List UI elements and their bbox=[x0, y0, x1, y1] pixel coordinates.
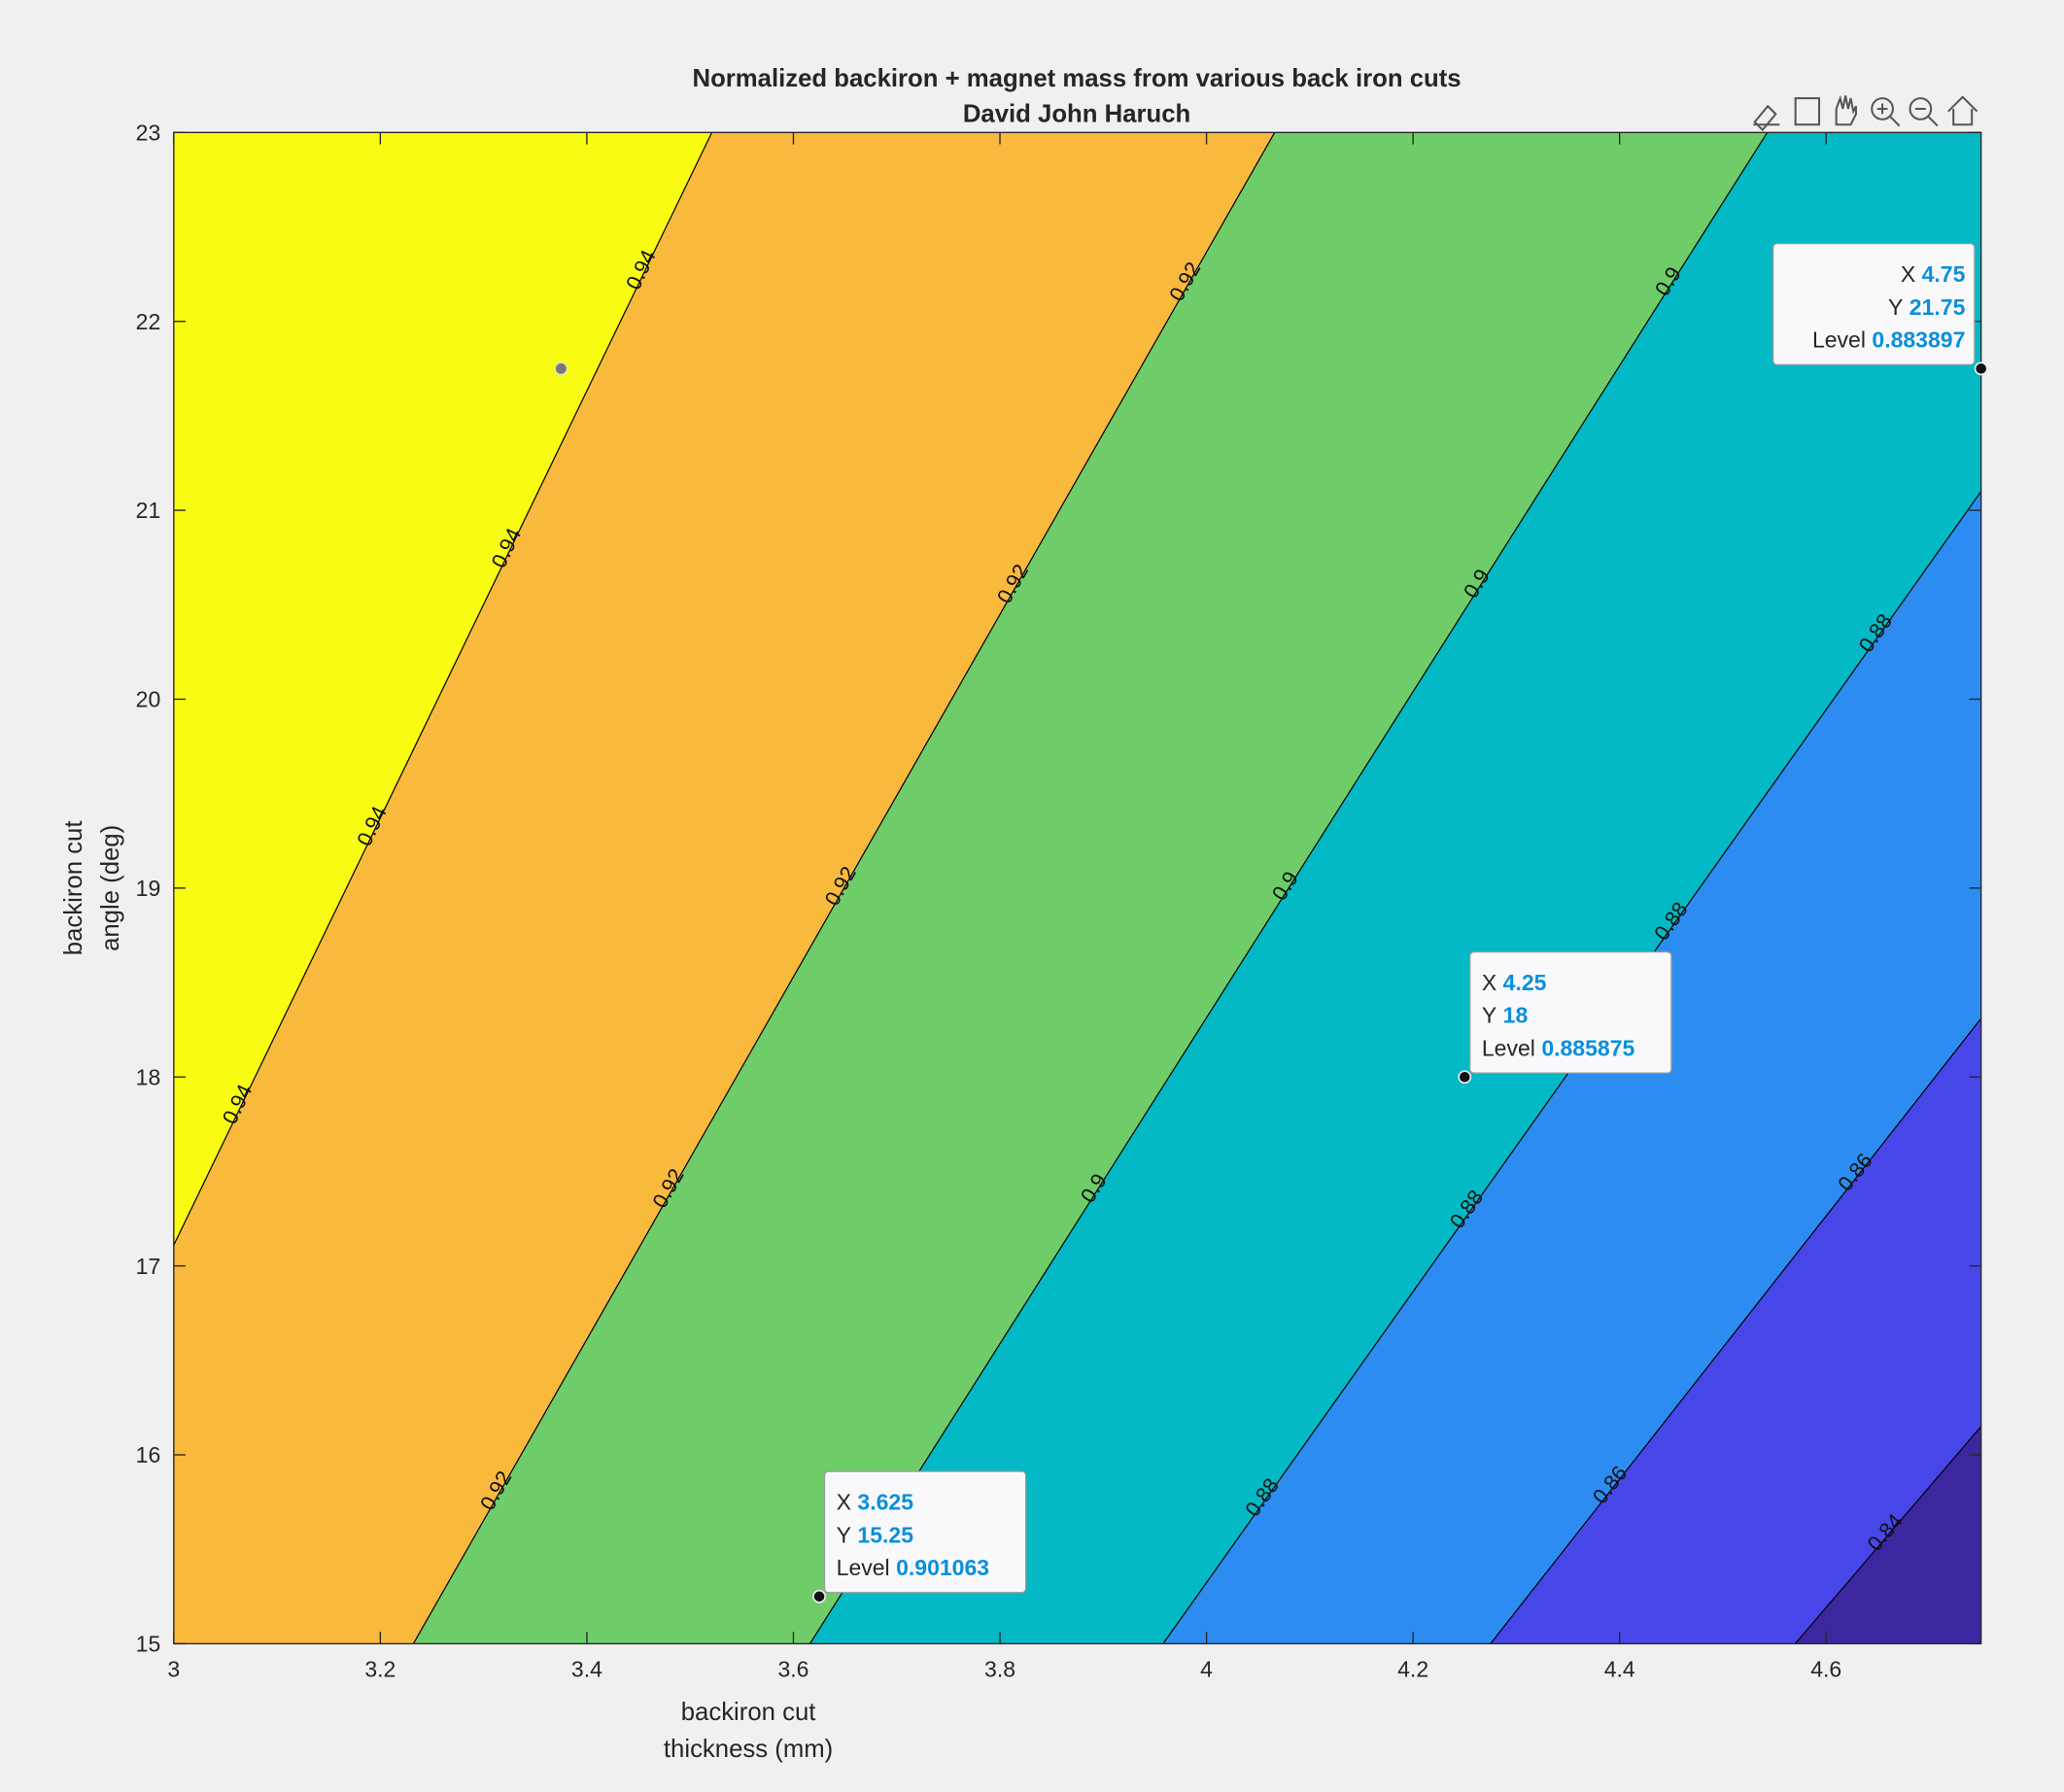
datatip-label: Y bbox=[837, 1522, 851, 1547]
datatip-row: Level 0.885875 bbox=[1482, 1036, 1635, 1061]
datatip-label: Level bbox=[837, 1555, 890, 1580]
x-tick-label: 4 bbox=[1200, 1656, 1213, 1681]
home-icon[interactable] bbox=[1947, 95, 1978, 126]
contour-line bbox=[173, 132, 713, 1246]
y-tick-label: 23 bbox=[136, 120, 161, 145]
datatip-value: 0.883897 bbox=[1872, 327, 1965, 353]
datatip-value: 0.901063 bbox=[896, 1555, 989, 1580]
y-tick-label: 20 bbox=[136, 687, 161, 712]
datatip-box bbox=[1772, 242, 1976, 365]
x-tick-label: 4.6 bbox=[1810, 1656, 1841, 1681]
datatip-row: Y 21.75 bbox=[1888, 294, 1966, 320]
y-tick-label: 19 bbox=[136, 876, 161, 901]
datatip-label: Level bbox=[1812, 327, 1866, 353]
chart-subtitle: David John Haruch bbox=[963, 101, 1190, 128]
datatip-label: X bbox=[1482, 970, 1496, 995]
datatip-row: X 4.25 bbox=[1482, 970, 1547, 995]
datatip-row: X 3.625 bbox=[837, 1489, 914, 1514]
y-tick-label: 17 bbox=[136, 1254, 161, 1279]
pan-icon[interactable] bbox=[1835, 94, 1857, 126]
x-tick-label: 3.4 bbox=[571, 1656, 602, 1681]
datatip-point bbox=[812, 1589, 826, 1603]
y-tick-label: 21 bbox=[136, 498, 161, 523]
x-tick-label: 3 bbox=[167, 1656, 180, 1681]
marker bbox=[554, 362, 568, 376]
x-tick-label: 3.8 bbox=[984, 1656, 1015, 1681]
y-axis-label: backiron cut bbox=[60, 821, 87, 956]
datatip-value: 21.75 bbox=[1909, 294, 1966, 320]
datatip-label: X bbox=[1901, 261, 1915, 287]
x-tick-label: 4.4 bbox=[1604, 1656, 1635, 1681]
x-tick-label: 3.6 bbox=[777, 1656, 808, 1681]
datatip-box bbox=[1469, 950, 1672, 1074]
x-tick-label: 3.2 bbox=[364, 1656, 396, 1681]
datatip[interactable]: X 4.75 Y 21.75 Level 0.883897 bbox=[1772, 242, 1988, 376]
datatip-row: X 4.75 bbox=[1901, 261, 1966, 287]
datatip-box bbox=[823, 1470, 1027, 1594]
y-tick-label: 16 bbox=[136, 1442, 161, 1467]
datatip-label: Level bbox=[1482, 1036, 1535, 1061]
y-tick-label: 22 bbox=[136, 309, 161, 334]
datatip-label: Y bbox=[1482, 1003, 1496, 1028]
datatip-label: X bbox=[837, 1489, 851, 1514]
y-tick-label: 15 bbox=[136, 1632, 161, 1657]
datatip-row: Y 18 bbox=[1482, 1003, 1529, 1028]
datatip-point bbox=[1974, 362, 1988, 376]
x-tick-label: 4.2 bbox=[1397, 1656, 1428, 1681]
x-axis-label: backiron cut bbox=[681, 1699, 816, 1726]
brush-icon[interactable] bbox=[1753, 104, 1780, 132]
axes-toolbar[interactable] bbox=[1753, 94, 1978, 132]
y-tick-label: 18 bbox=[136, 1064, 161, 1089]
contour-line bbox=[412, 132, 1276, 1644]
datatip-value: 18 bbox=[1503, 1003, 1529, 1028]
x-axis-label: thickness (mm) bbox=[664, 1736, 833, 1763]
zoom-out-icon[interactable] bbox=[1909, 97, 1933, 121]
contour-line bbox=[1490, 1017, 1982, 1644]
chart-title: Normalized backiron + magnet mass from v… bbox=[693, 65, 1462, 92]
contour-line bbox=[1794, 1426, 1982, 1644]
datatip-point bbox=[1458, 1070, 1472, 1085]
datatip-value: 0.885875 bbox=[1541, 1036, 1634, 1061]
datatip-value: 4.75 bbox=[1922, 261, 1966, 287]
datatip-value: 15.25 bbox=[857, 1522, 913, 1547]
datatip-row: Y 15.25 bbox=[837, 1522, 914, 1547]
datatip-value: 3.625 bbox=[857, 1489, 913, 1514]
contour-line bbox=[808, 132, 1769, 1644]
datatip-value: 4.25 bbox=[1503, 970, 1547, 995]
datatip-row: Level 0.883897 bbox=[1812, 327, 1965, 353]
datatip-row: Level 0.901063 bbox=[837, 1555, 989, 1580]
datatip-label: Y bbox=[1888, 294, 1903, 320]
datatip[interactable]: X 4.25 Y 18 Level 0.885875 bbox=[1458, 950, 1672, 1085]
datatip-icon[interactable] bbox=[1794, 97, 1821, 126]
y-axis-label: angle (deg) bbox=[97, 825, 124, 951]
zoom-in-icon[interactable] bbox=[1871, 97, 1894, 121]
